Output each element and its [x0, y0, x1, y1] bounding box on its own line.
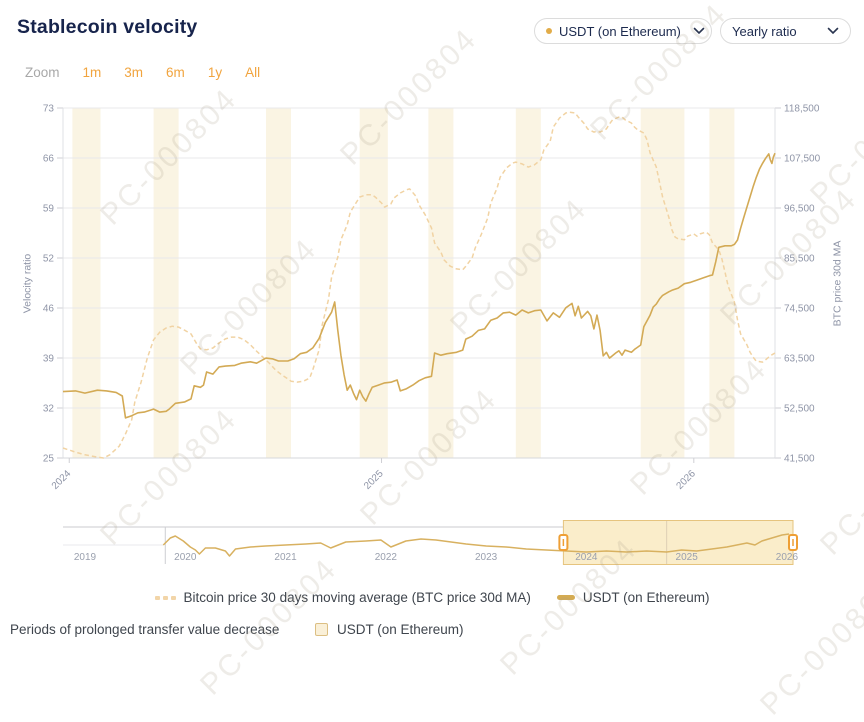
axis-tick-label: 32: [43, 404, 55, 415]
axis-tick-label: 25: [43, 454, 55, 465]
main-chart[interactable]: 73 118,500 66 107,500 59 96,500 52 85,500 46 74,5…: [0, 95, 864, 505]
bands-legend-title: Periods of prolonged transfer value decr…: [10, 622, 280, 637]
legend-item-usdt[interactable]: USDT (on Ethereum): [556, 590, 710, 605]
series-selector-dropdown[interactable]: USDT (on Ethereum): [534, 18, 712, 44]
range-button-1m[interactable]: 1m: [82, 65, 102, 80]
legend-item-label: USDT (on Ethereum): [337, 622, 464, 637]
ratio-selector-dropdown[interactable]: Yearly ratio: [720, 18, 851, 44]
legend-main: Bitcoin price 30 days moving average (BT…: [0, 590, 864, 605]
range-button-6m[interactable]: 6m: [166, 65, 185, 80]
range-button-all[interactable]: All: [245, 65, 261, 80]
navigator-series-line: [162, 533, 790, 557]
transfer-decrease-band: [640, 108, 685, 458]
axis-tick-label: 107,500: [784, 154, 821, 165]
transfer-decrease-band: [359, 108, 388, 458]
transfer-decrease-band: [153, 108, 179, 458]
axis-tick-label: 85,500: [784, 254, 815, 265]
axis-tick-label: 73: [43, 104, 55, 115]
navigator-selection[interactable]: [562, 520, 794, 565]
axis-tick-label: 59: [43, 204, 55, 215]
legend-item-bands-usdt[interactable]: USDT (on Ethereum): [315, 620, 464, 637]
series-selector-value: USDT (on Ethereum): [559, 23, 681, 39]
axis-tick-label: 66: [43, 154, 55, 165]
usdt-velocity-series-line: [62, 152, 776, 419]
legend-item-label: Bitcoin price 30 days moving average (BT…: [183, 590, 531, 605]
band-swatch-icon: [315, 623, 328, 636]
axis-tick-label: 39: [43, 354, 55, 365]
axis-tick-label: 52,500: [784, 404, 815, 415]
axis-tick-label: 2025: [362, 468, 386, 492]
axis-tick-label: 96,500: [784, 204, 815, 215]
chevron-down-icon: [681, 27, 705, 35]
chevron-down-icon: [815, 27, 839, 35]
navigator-year-label: 2021: [274, 552, 297, 563]
legend-item-btc-ma[interactable]: Bitcoin price 30 days moving average (BT…: [154, 590, 531, 605]
zoom-range-toolbar: Zoom 1m 3m 6m 1y All: [25, 65, 260, 80]
legend-item-label: USDT (on Ethereum): [582, 590, 710, 605]
transfer-decrease-band: [428, 108, 454, 458]
transfer-decrease-band: [709, 108, 735, 458]
dashed-line-swatch-icon: [154, 595, 176, 600]
ratio-selector-value: Yearly ratio: [732, 23, 797, 39]
legend-bands: Periods of prolonged transfer value decr…: [0, 620, 864, 640]
axis-tick-label: 2026: [674, 468, 698, 492]
navigator-year-label: 2019: [74, 552, 97, 563]
transfer-decrease-band: [72, 108, 101, 458]
transfer-decrease-band: [515, 108, 541, 458]
axis-tick-label: 46: [43, 304, 55, 315]
btc-ma-series-line: [62, 111, 776, 459]
axis-tick-label: 118,500: [784, 104, 820, 115]
range-button-1y[interactable]: 1y: [207, 65, 223, 80]
axis-tick-label: 41,500: [784, 454, 815, 465]
transfer-decrease-band: [266, 108, 291, 458]
zoom-label: Zoom: [25, 65, 60, 80]
navigator-year-label: 2024: [575, 552, 598, 563]
navigator-year-label: 2020: [174, 552, 197, 563]
series-color-dot-icon: [546, 28, 552, 34]
axis-tick-label: 2024: [50, 468, 74, 492]
navigator-year-label: 2022: [375, 552, 398, 563]
axis-tick-label: 52: [43, 254, 55, 265]
page-title: Stablecoin velocity: [17, 16, 198, 38]
axis-tick-label: 74,500: [784, 304, 815, 315]
navigator-year-label: 2025: [676, 552, 699, 563]
navigator-year-label: 2026: [776, 552, 799, 563]
solid-line-swatch-icon: [556, 595, 575, 600]
navigator-year-label: 2023: [475, 552, 498, 563]
range-button-3m[interactable]: 3m: [124, 65, 144, 80]
axis-tick-label: 63,500: [784, 354, 815, 365]
navigator[interactable]: 2019 2020 2021 2022 2023 2024 2025 2026: [0, 512, 864, 574]
